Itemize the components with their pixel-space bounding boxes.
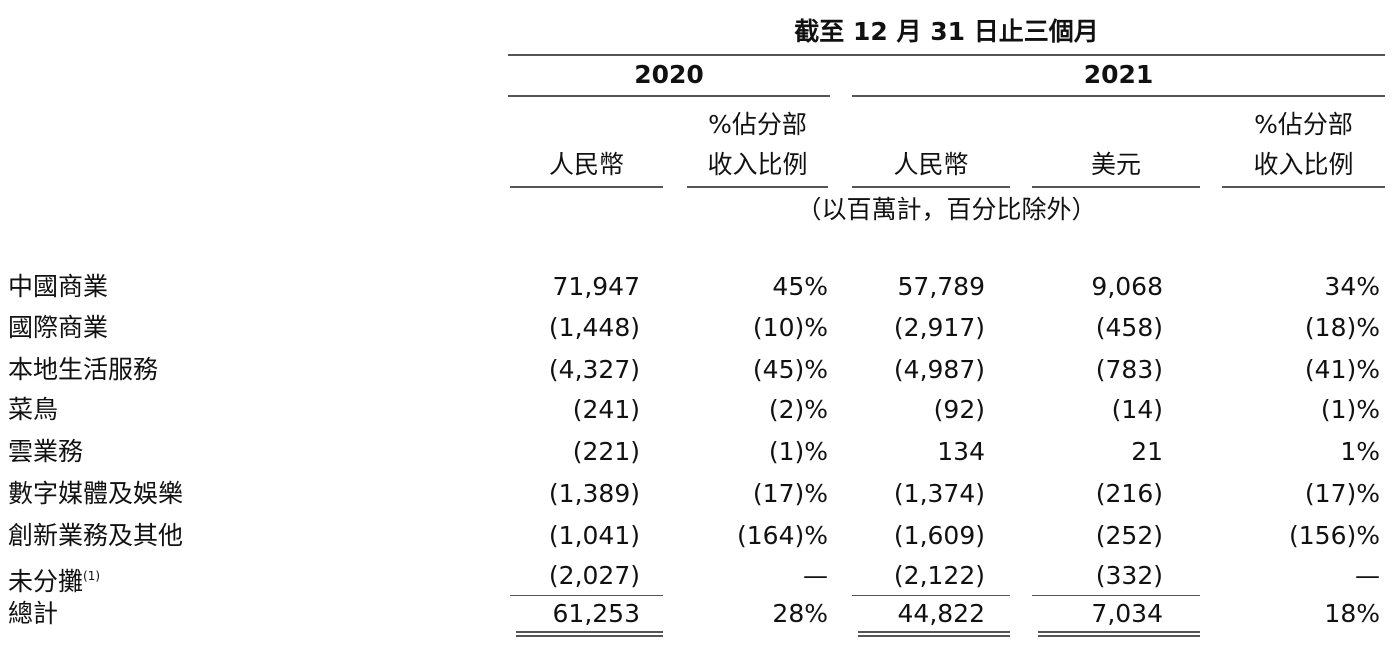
rule (1222, 186, 1385, 188)
cell: 1% (1340, 437, 1380, 466)
rule (510, 595, 663, 596)
row-label: 菜鳥 (8, 395, 58, 425)
cell: (18)% (1304, 313, 1380, 342)
cell: (241) (572, 395, 640, 424)
cell: (164)% (737, 521, 828, 550)
cell: (1,041) (548, 521, 640, 550)
cell: (332) (1095, 561, 1163, 590)
cell: 57,789 (897, 272, 985, 301)
column-header: %佔分部 (708, 110, 807, 139)
row-label: 雲業務 (8, 437, 83, 467)
rule (516, 635, 663, 637)
rule (852, 595, 1010, 596)
row-label-text: 中國商業 (8, 272, 109, 301)
row-label-text: 雲業務 (8, 437, 84, 466)
cell: (252) (1095, 521, 1163, 550)
row-label: 中國商業 (8, 272, 108, 302)
cell: (1,389) (548, 479, 640, 508)
rule (508, 54, 1385, 56)
cell: 34% (1324, 272, 1380, 301)
cell: — (1355, 561, 1380, 590)
cell: (17)% (1304, 479, 1380, 508)
cell: (14) (1111, 395, 1163, 424)
period-title: 截至 12 月 31 日止三個月 (794, 17, 1099, 46)
footnote-ref: (1) (83, 569, 101, 583)
rule (1038, 631, 1200, 633)
cell: (2)% (768, 395, 828, 424)
rule (852, 95, 1385, 97)
cell: 71,947 (552, 272, 640, 301)
cell: (41)% (1304, 355, 1380, 384)
row-label: 創新業務及其他 (8, 521, 183, 551)
cell: (216) (1095, 479, 1163, 508)
cell: — (803, 561, 828, 590)
cell: (4,987) (893, 355, 985, 384)
cell: 18% (1324, 599, 1380, 628)
rule (1032, 186, 1200, 188)
row-label: 總計 (8, 599, 58, 629)
row-label: 未分攤(1) (8, 561, 100, 597)
row-label: 國際商業 (8, 313, 108, 343)
column-header: 人民幣 (893, 150, 969, 179)
rule (852, 186, 1010, 188)
cell: (1,448) (548, 313, 640, 342)
cell: (1,609) (893, 521, 985, 550)
cell: 134 (937, 437, 985, 466)
row-label: 本地生活服務 (8, 355, 158, 385)
row-label-text: 國際商業 (8, 313, 109, 342)
cell: 7,034 (1091, 599, 1163, 628)
cell: (2,917) (893, 313, 985, 342)
column-header: 人民幣 (548, 150, 624, 179)
rule (858, 635, 1010, 637)
row-label-text: 未分攤 (8, 567, 84, 596)
unit-note: （以百萬計，百分比除外） (796, 195, 1097, 224)
cell: (458) (1095, 313, 1163, 342)
row-label-text: 菜鳥 (8, 395, 59, 424)
rule (516, 631, 663, 633)
column-header: 美元 (1090, 150, 1141, 179)
year: 2021 (1083, 60, 1154, 89)
rule (1032, 595, 1200, 596)
cell: 45% (772, 272, 828, 301)
cell: (221) (572, 437, 640, 466)
rule (687, 186, 828, 188)
row-label-text: 數字媒體及娛樂 (8, 479, 184, 508)
cell: (2,122) (893, 561, 985, 590)
cell: (10)% (752, 313, 828, 342)
column-header: 收入比例 (707, 150, 808, 179)
cell: (1)% (1320, 395, 1380, 424)
cell: 28% (772, 599, 828, 628)
cell: (156)% (1289, 521, 1380, 550)
cell: (1,374) (893, 479, 985, 508)
rule (858, 631, 1010, 633)
row-label-text: 本地生活服務 (8, 355, 159, 384)
row-label-text: 總計 (8, 599, 59, 628)
cell: (4,327) (548, 355, 640, 384)
cell: 9,068 (1091, 272, 1163, 301)
cell: (45)% (752, 355, 828, 384)
row-label: 數字媒體及娛樂 (8, 479, 183, 509)
cell: (783) (1095, 355, 1163, 384)
column-header: %佔分部 (1254, 110, 1353, 139)
cell: (92) (933, 395, 985, 424)
rule (1038, 635, 1200, 637)
rule (508, 95, 830, 97)
cell: 21 (1131, 437, 1163, 466)
column-header: 收入比例 (1253, 150, 1354, 179)
year: 2020 (634, 60, 704, 89)
rule (510, 186, 663, 188)
cell: (1)% (768, 437, 828, 466)
row-label-text: 創新業務及其他 (8, 521, 184, 550)
cell: (17)% (752, 479, 828, 508)
cell: (2,027) (548, 561, 640, 590)
cell: 61,253 (552, 599, 640, 628)
cell: 44,822 (897, 599, 985, 628)
